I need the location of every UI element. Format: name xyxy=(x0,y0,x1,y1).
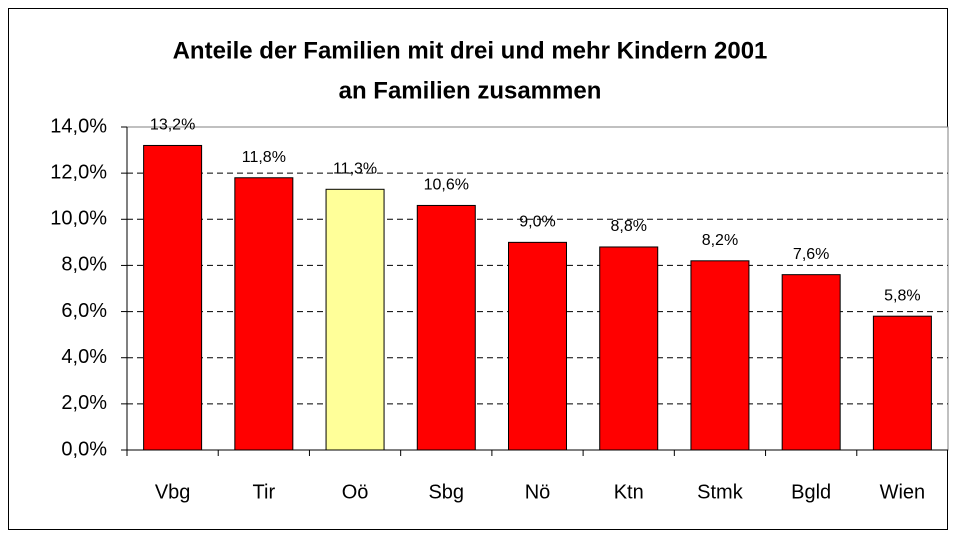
value-label: 9,0% xyxy=(519,214,555,231)
bar xyxy=(416,204,476,451)
bar xyxy=(872,315,932,451)
x-tick-label: Vbg xyxy=(155,481,191,503)
value-label: 7,6% xyxy=(793,246,829,263)
bar xyxy=(781,274,841,451)
y-tick-label: 8,0% xyxy=(61,254,107,276)
bar xyxy=(143,144,203,451)
bar xyxy=(325,188,385,451)
x-tick-label: Tir xyxy=(253,481,276,503)
x-tick-label: Nö xyxy=(525,481,551,503)
y-tick-label: 10,0% xyxy=(50,208,107,230)
chart-title: an Familien zusammen xyxy=(339,77,602,104)
x-tick-label: Bgld xyxy=(791,481,831,503)
y-tick-label: 12,0% xyxy=(50,161,107,183)
value-label: 11,8% xyxy=(242,149,286,166)
y-tick-label: 0,0% xyxy=(61,438,107,460)
chart-title: Anteile der Familien mit drei und mehr K… xyxy=(173,37,768,64)
x-tick-label: Stmk xyxy=(697,481,744,503)
value-label: 8,2% xyxy=(702,232,738,249)
x-tick-label: Sbg xyxy=(428,481,464,503)
bar xyxy=(234,177,294,451)
x-tick-label: Wien xyxy=(880,481,926,503)
bar xyxy=(508,241,567,451)
y-tick-label: 6,0% xyxy=(61,300,107,322)
value-label: 11,3% xyxy=(333,161,377,178)
y-tick-label: 2,0% xyxy=(61,392,107,414)
value-label: 5,8% xyxy=(884,287,920,304)
value-label: 8,8% xyxy=(610,218,646,235)
x-tick-label: Oö xyxy=(342,481,369,503)
bar xyxy=(599,246,659,451)
y-tick-label: 14,0% xyxy=(50,115,107,137)
x-tick-label: Ktn xyxy=(614,481,644,503)
value-label: 13,2% xyxy=(150,117,195,134)
y-tick-label: 4,0% xyxy=(61,346,107,368)
value-label: 10,6% xyxy=(424,177,469,194)
bar xyxy=(690,260,750,451)
